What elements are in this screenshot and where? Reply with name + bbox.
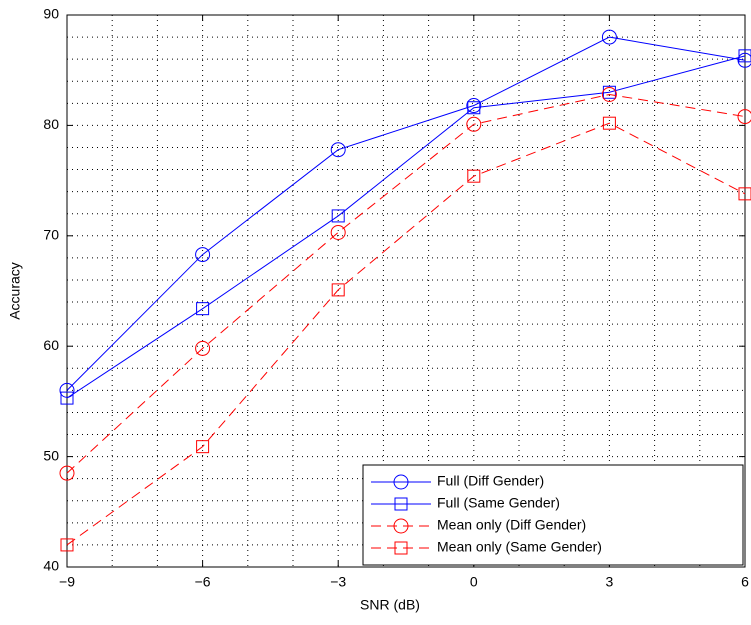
- legend-label: Mean only (Diff Gender): [437, 517, 586, 533]
- marker: [59, 465, 75, 481]
- marker: [393, 518, 409, 534]
- x-tick-label: −6: [195, 574, 211, 590]
- marker: [196, 302, 210, 316]
- marker: [394, 497, 408, 511]
- legend: Full (Diff Gender) Full (Same Gender) Mean…: [362, 464, 744, 566]
- marker: [60, 391, 74, 405]
- marker: [601, 29, 617, 45]
- x-tick-label: 3: [606, 574, 614, 590]
- marker: [331, 283, 345, 297]
- x-tick-label: 6: [741, 574, 749, 590]
- marker: [602, 116, 616, 130]
- y-tick-label: 90: [43, 6, 59, 22]
- series-line: [66, 93, 746, 474]
- plot-frame: [66, 14, 746, 568]
- legend-label: Full (Same Gender): [437, 495, 560, 511]
- marker: [331, 209, 345, 223]
- y-tick-label: 60: [43, 337, 59, 353]
- x-tick-label: 0: [470, 574, 478, 590]
- y-tick-label: 80: [43, 116, 59, 132]
- marker: [467, 101, 481, 115]
- marker: [737, 109, 751, 125]
- marker: [466, 116, 482, 132]
- x-tick-label: −3: [330, 574, 346, 590]
- series-line: [66, 122, 746, 546]
- marker: [737, 52, 751, 68]
- x-axis-label: SNR (dB): [360, 597, 420, 613]
- marker: [196, 440, 210, 454]
- y-tick-label: 70: [43, 227, 59, 243]
- marker: [195, 247, 211, 263]
- marker: [466, 98, 482, 114]
- legend-label: Mean only (Same Gender): [437, 539, 602, 555]
- marker: [602, 85, 616, 99]
- y-axis-label: Accuracy: [7, 262, 23, 320]
- marker: [738, 49, 751, 63]
- y-tick-label: 50: [43, 447, 59, 463]
- legend-label: Full (Diff Gender): [437, 473, 544, 489]
- x-tick-label: −9: [59, 574, 75, 590]
- marker: [330, 224, 346, 240]
- y-tick-label: 40: [43, 558, 59, 574]
- series-line: [66, 36, 746, 391]
- marker: [601, 86, 617, 102]
- series-line: [66, 55, 746, 399]
- marker: [394, 541, 408, 555]
- marker: [467, 169, 481, 183]
- marker: [330, 142, 346, 158]
- marker: [59, 382, 75, 398]
- marker: [195, 340, 211, 356]
- marker: [60, 538, 74, 552]
- marker: [393, 474, 409, 490]
- marker: [738, 187, 751, 201]
